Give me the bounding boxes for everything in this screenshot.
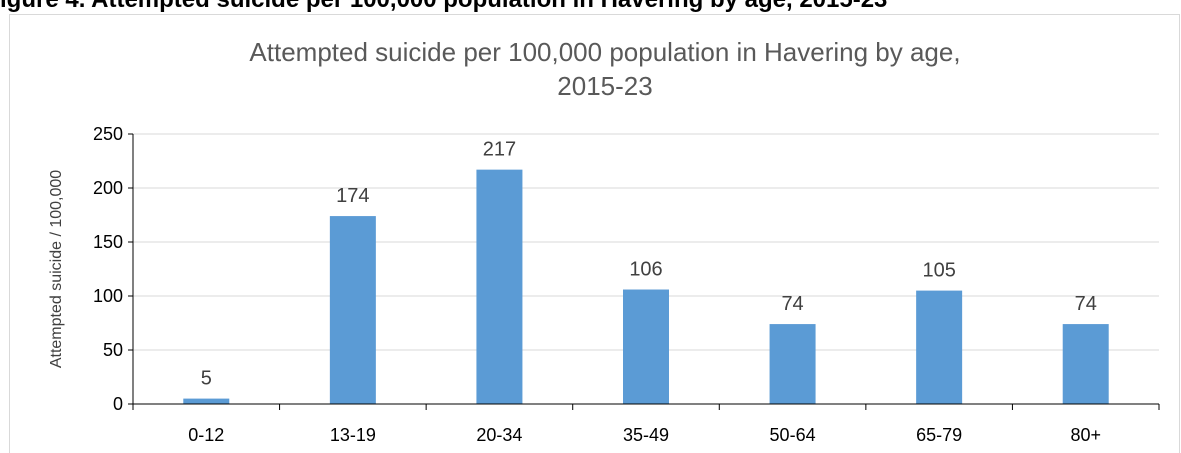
bar-13-19 — [329, 216, 376, 404]
y-tick-label: 200 — [93, 178, 123, 198]
x-tick-label: 35-49 — [623, 425, 669, 445]
data-label: 106 — [629, 259, 662, 281]
x-tick-label: 0-12 — [188, 425, 224, 445]
data-label: 105 — [922, 260, 955, 282]
figure-caption: igure 4. Attempted suicide per 100,000 p… — [0, 0, 887, 15]
y-tick-label: 250 — [93, 124, 123, 144]
data-label: 74 — [1075, 293, 1097, 315]
chart-area — [9, 14, 1180, 453]
y-tick-label: 0 — [113, 394, 123, 414]
bar-0-12 — [183, 398, 230, 404]
chart-title-line-2: 2015-23 — [557, 71, 653, 101]
bar-20-34 — [476, 169, 523, 404]
x-tick-label: 80+ — [1070, 425, 1101, 445]
bar-50-64 — [769, 324, 816, 404]
x-tick-label: 13-19 — [330, 425, 376, 445]
x-tick-label: 20-34 — [476, 425, 522, 445]
bar-35-49 — [623, 289, 669, 404]
y-axis-label: Attempted suicide / 100,000 — [48, 170, 65, 368]
data-label: 74 — [781, 293, 803, 315]
data-label: 174 — [336, 185, 369, 207]
data-label: 217 — [483, 139, 516, 161]
y-tick-label: 100 — [93, 286, 123, 306]
y-tick-label: 150 — [93, 232, 123, 252]
x-tick-label: 50-64 — [770, 425, 816, 445]
x-tick-label: 65-79 — [916, 425, 962, 445]
bar-65-79 — [916, 290, 963, 404]
bar-80+ — [1062, 324, 1109, 404]
chart-title-line-1: Attempted suicide per 100,000 population… — [249, 37, 961, 67]
y-tick-label: 50 — [103, 340, 123, 360]
data-label: 5 — [201, 368, 212, 390]
